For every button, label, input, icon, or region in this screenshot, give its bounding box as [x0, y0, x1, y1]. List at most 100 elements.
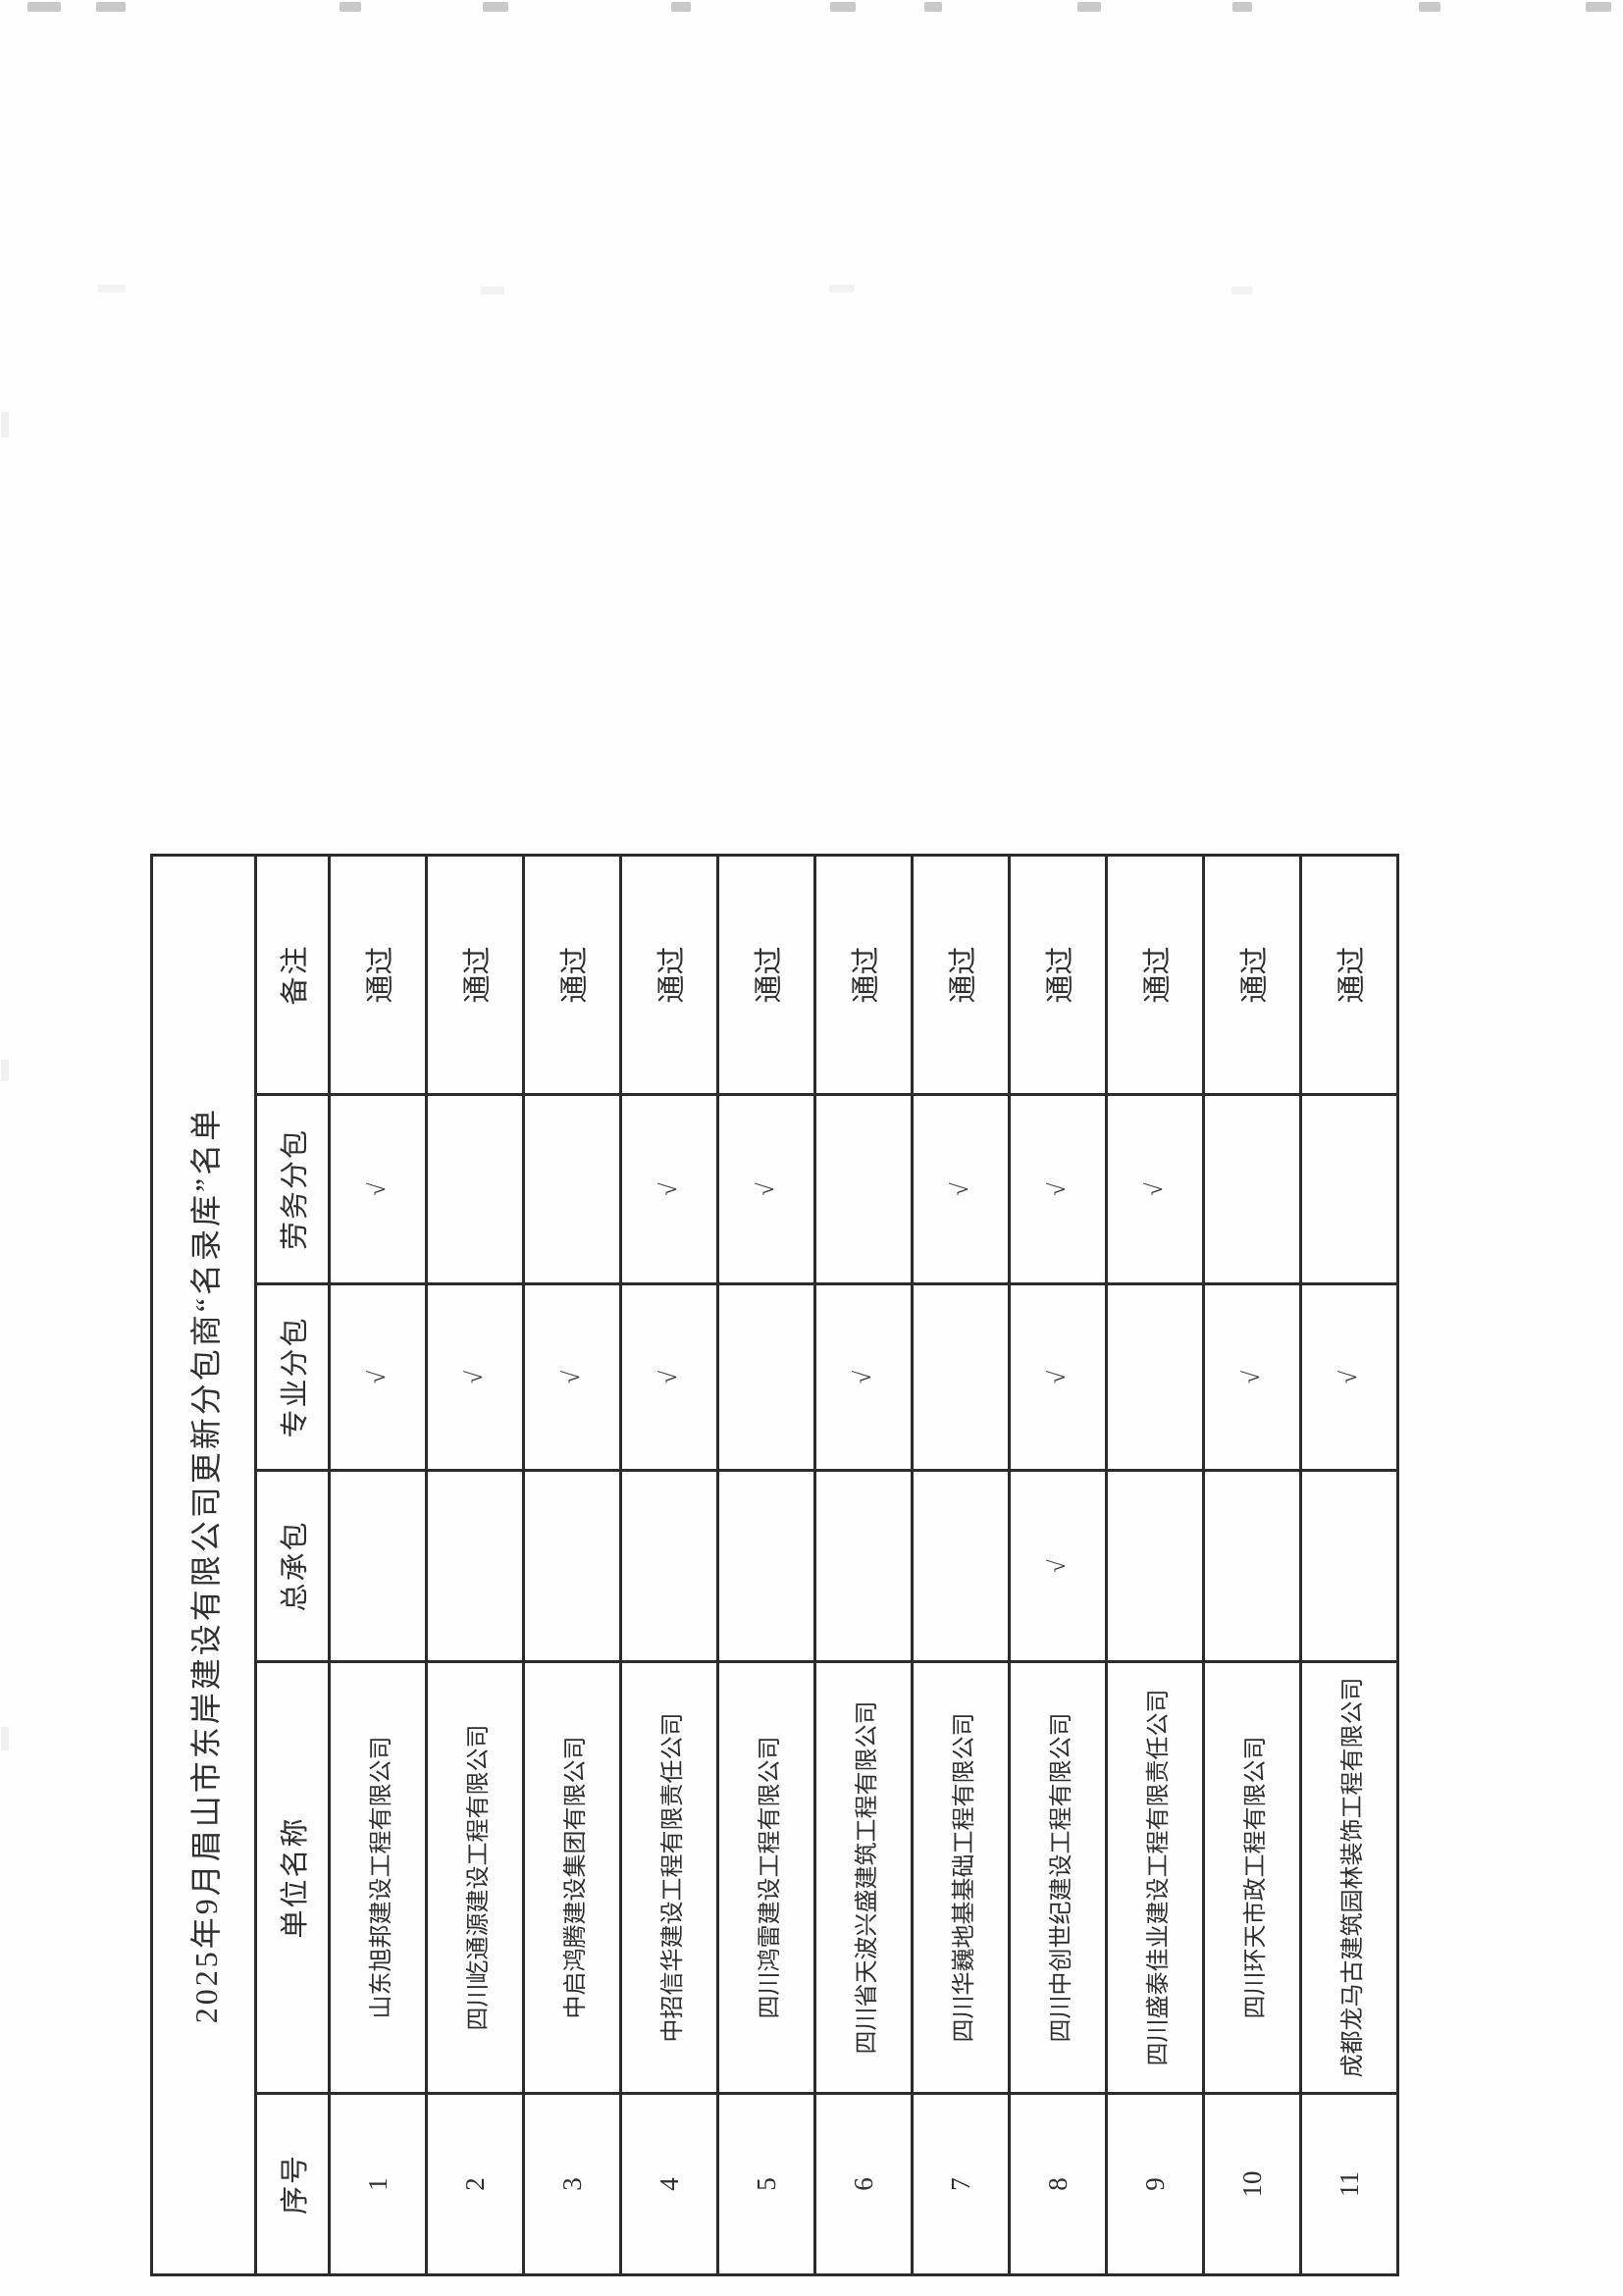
subcontractor-roster-table: 2025年9月眉山市东岸建设有限公司更新分包商“名录库”名单 序号 单位名称 总… [150, 854, 1399, 2276]
cell-professional-check: √ [620, 1283, 718, 1471]
scan-artifact [1, 412, 9, 438]
table-title-row: 2025年9月眉山市东岸建设有限公司更新分包商“名录库”名单 [151, 855, 256, 2275]
cell-professional-check: √ [814, 1283, 913, 1471]
cell-general-check: √ [1009, 1470, 1107, 1662]
table-row: 8 四川中创世纪建设工程有限公司 √ √ √ 通过 [1009, 855, 1107, 2275]
scan-artifact [924, 2, 942, 12]
page-title: 2025年9月眉山市东岸建设有限公司更新分包商“名录库”名单 [151, 855, 256, 2275]
table-row: 4 中招信华建设工程有限责任公司 √ √ 通过 [620, 855, 718, 2275]
scan-artifact [829, 285, 855, 292]
cell-company-name: 中启鸿腾建设集团有限公司 [523, 1661, 621, 2094]
cell-professional-check: √ [1203, 1283, 1301, 1471]
cell-general-check [620, 1470, 718, 1662]
cell-remark: 通过 [1300, 855, 1398, 1095]
cell-remark: 通过 [523, 855, 621, 1095]
table-row: 11 成都龙马古建筑园林装饰工程有限公司 √ 通过 [1300, 855, 1398, 2275]
scan-artifact [1419, 2, 1440, 12]
scan-artifact [1586, 2, 1611, 12]
cell-general-check [1106, 1470, 1204, 1662]
cell-seq-no: 2 [426, 2093, 524, 2275]
cell-labor-check: √ [329, 1094, 427, 1284]
cell-labor-check [1300, 1094, 1398, 1284]
scan-artifact [98, 285, 126, 292]
scan-artifact [1232, 2, 1252, 12]
cell-seq-no: 3 [523, 2093, 621, 2275]
cell-remark: 通过 [620, 855, 718, 1095]
cell-company-name: 成都龙马古建筑园林装饰工程有限公司 [1300, 1661, 1398, 2094]
subcontractor-roster-rotated: 2025年9月眉山市东岸建设有限公司更新分包商“名录库”名单 序号 单位名称 总… [150, 855, 1398, 2276]
cell-professional-check [717, 1283, 815, 1471]
col-header-seq: 序号 [255, 2093, 330, 2275]
scan-artifact [483, 2, 508, 12]
cell-company-name: 四川屹通源建设工程有限公司 [426, 1661, 524, 2094]
cell-remark: 通过 [329, 855, 427, 1095]
cell-professional-check: √ [329, 1283, 427, 1471]
cell-company-name: 四川省天波兴盛建筑工程有限公司 [814, 1661, 913, 2094]
scan-artifact [96, 2, 126, 12]
scan-artifact [1, 1060, 9, 1081]
cell-company-name: 中招信华建设工程有限责任公司 [620, 1661, 718, 2094]
cell-general-check [912, 1470, 1010, 1662]
scan-artifact [481, 287, 504, 294]
table-row: 6 四川省天波兴盛建筑工程有限公司 √ 通过 [814, 855, 913, 2275]
table-row: 2 四川屹通源建设工程有限公司 √ 通过 [426, 855, 524, 2275]
table-row: 7 四川华巍地基基础工程有限公司 √ 通过 [912, 855, 1010, 2275]
cell-company-name: 四川盛泰佳业建设工程有限责任公司 [1106, 1661, 1204, 2094]
cell-labor-check: √ [717, 1094, 815, 1284]
scan-artifact [1, 1727, 9, 1750]
cell-general-check [717, 1470, 815, 1662]
cell-general-check [1300, 1470, 1398, 1662]
cell-general-check [523, 1470, 621, 1662]
scan-artifact [340, 2, 361, 12]
scan-artifact [27, 2, 61, 12]
cell-remark: 通过 [1203, 855, 1301, 1095]
cell-labor-check [1203, 1094, 1301, 1284]
cell-labor-check: √ [912, 1094, 1010, 1284]
table-row: 9 四川盛泰佳业建设工程有限责任公司 √ 通过 [1106, 855, 1204, 2275]
col-header-general: 总承包 [255, 1470, 330, 1662]
scan-artifact [1077, 2, 1101, 12]
cell-company-name: 四川环天市政工程有限公司 [1203, 1661, 1301, 2094]
cell-general-check [1203, 1470, 1301, 1662]
scan-artifact [671, 2, 691, 12]
cell-general-check [426, 1470, 524, 1662]
cell-general-check [814, 1470, 913, 1662]
col-header-labor: 劳务分包 [255, 1094, 330, 1284]
scan-artifact [830, 2, 856, 12]
cell-general-check [329, 1470, 427, 1662]
cell-company-name: 山东旭邦建设工程有限公司 [329, 1661, 427, 2094]
table-row: 5 四川鸿雷建设工程有限公司 √ 通过 [717, 855, 815, 2275]
cell-seq-no: 10 [1203, 2093, 1301, 2275]
cell-labor-check: √ [1009, 1094, 1107, 1284]
scan-artifact [1231, 287, 1253, 294]
cell-remark: 通过 [1009, 855, 1107, 1095]
cell-company-name: 四川华巍地基基础工程有限公司 [912, 1661, 1010, 2094]
cell-seq-no: 7 [912, 2093, 1010, 2275]
cell-remark: 通过 [426, 855, 524, 1095]
cell-company-name: 四川中创世纪建设工程有限公司 [1009, 1661, 1107, 2094]
cell-seq-no: 5 [717, 2093, 815, 2275]
col-header-professional: 专业分包 [255, 1283, 330, 1471]
cell-company-name: 四川鸿雷建设工程有限公司 [717, 1661, 815, 2094]
cell-labor-check [814, 1094, 913, 1284]
cell-labor-check: √ [620, 1094, 718, 1284]
cell-labor-check: √ [1106, 1094, 1204, 1284]
cell-seq-no: 1 [329, 2093, 427, 2275]
cell-remark: 通过 [814, 855, 913, 1095]
cell-remark: 通过 [1106, 855, 1204, 1095]
cell-seq-no: 9 [1106, 2093, 1204, 2275]
table-row: 1 山东旭邦建设工程有限公司 √ √ 通过 [329, 855, 427, 2275]
col-header-remark: 备注 [255, 855, 330, 1095]
col-header-company-name: 单位名称 [255, 1661, 330, 2094]
cell-labor-check [426, 1094, 524, 1284]
cell-professional-check: √ [426, 1283, 524, 1471]
table-header-row: 序号 单位名称 总承包 专业分包 劳务分包 备注 [255, 855, 330, 2275]
cell-professional-check: √ [1300, 1283, 1398, 1471]
cell-seq-no: 11 [1300, 2093, 1398, 2275]
cell-professional-check: √ [523, 1283, 621, 1471]
cell-remark: 通过 [717, 855, 815, 1095]
cell-professional-check [912, 1283, 1010, 1471]
cell-remark: 通过 [912, 855, 1010, 1095]
cell-labor-check [523, 1094, 621, 1284]
